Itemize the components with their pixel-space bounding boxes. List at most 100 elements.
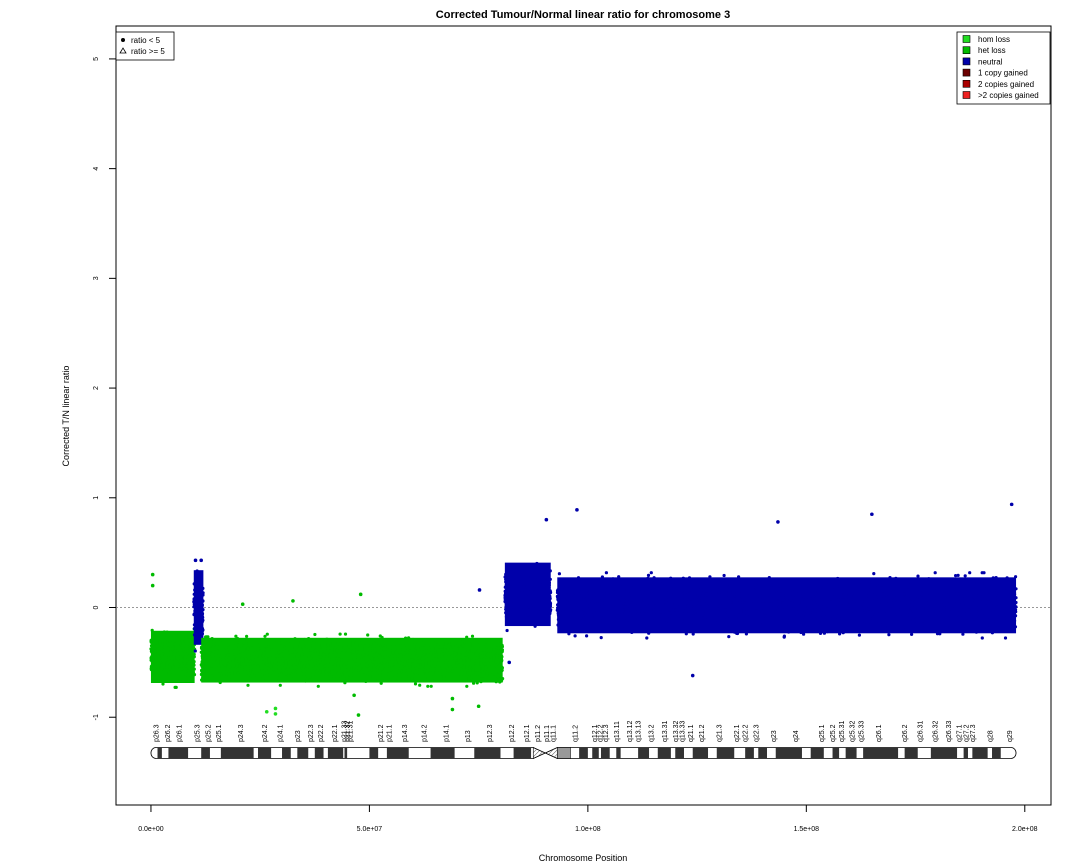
data-point [215,654,219,658]
data-point [366,633,370,637]
data-point [287,674,291,678]
data-point [414,663,418,667]
data-point [274,641,279,645]
data-point [267,668,271,672]
data-point [195,569,199,573]
data-point [331,641,335,645]
data-point [190,655,194,659]
data-point [233,641,238,645]
data-point [193,588,197,592]
data-point [407,669,412,673]
data-point [398,656,403,660]
data-point [204,635,208,639]
data-point [149,639,153,643]
data-point [155,662,159,666]
data-point [193,612,197,616]
data-point [438,672,442,676]
data-point [278,683,282,687]
data-point [236,654,240,658]
data-point [228,656,232,660]
x-tick-label: 1.0e+08 [575,826,601,833]
data-point [465,635,469,639]
data-point [315,661,320,665]
x-tick-label: 0.0e+00 [138,826,164,833]
data-point [435,645,439,650]
data-point [472,681,476,685]
data-point [193,609,197,613]
data-point [378,634,382,638]
data-point [285,670,289,675]
data-point [414,669,419,673]
data-point [411,659,416,663]
data-point [413,682,418,686]
data-point [357,665,362,669]
data-point [389,663,393,667]
data-point [260,673,264,678]
data-point [494,680,498,684]
data-point [200,647,204,651]
data-point [178,647,182,651]
data-point [343,671,347,675]
data-point [453,648,457,652]
data-point [457,671,461,676]
data-point [173,659,177,663]
data-point [261,676,265,681]
data-point [197,611,201,616]
data-point [195,608,199,612]
data-point [389,667,393,671]
data-point [492,655,496,660]
data-point [170,659,174,663]
data-point [432,661,436,665]
data-point [185,655,189,659]
data-point [210,637,214,641]
data-point [180,651,184,655]
data-point [377,643,381,647]
data-point [325,672,329,676]
data-point [165,640,169,644]
data-point [177,652,181,656]
data-point [346,671,351,675]
data-point [384,669,388,673]
data-point [187,671,191,675]
data-point [400,673,404,678]
data-point [375,672,379,676]
data-point [336,663,340,668]
data-point [283,664,288,668]
data-point [345,641,349,646]
data-point [316,641,320,646]
data-point [264,642,268,647]
x-axis: 0.0e+00 5.0e+07 1.0e+08 1.5e+08 2.0e+08 [138,804,1038,833]
data-point [487,640,491,644]
data-point [484,675,488,679]
data-point [181,641,185,646]
data-point [476,666,480,670]
data-point [283,646,288,650]
data-point [305,667,309,671]
y-tick-label: 2 [93,386,100,390]
data-point [372,670,376,674]
data-point [279,653,283,657]
data-point [411,637,415,642]
data-point [250,649,254,654]
data-point [392,670,396,674]
data-point [163,653,168,657]
data-point [219,654,223,658]
data-point [161,671,165,675]
data-point [491,675,495,679]
data-point [408,663,412,667]
data-point [405,650,409,654]
data-point [274,678,278,682]
data-point [402,671,406,675]
data-point [429,648,433,652]
data-point [443,655,448,660]
data-point [231,660,235,664]
data-point [336,651,341,655]
data-point [434,640,438,644]
data-point [348,676,353,680]
data-point [465,665,469,669]
data-point [294,665,298,669]
data-point [163,657,168,661]
data-point [198,598,202,602]
data-point [247,677,251,681]
data-point [335,644,339,648]
